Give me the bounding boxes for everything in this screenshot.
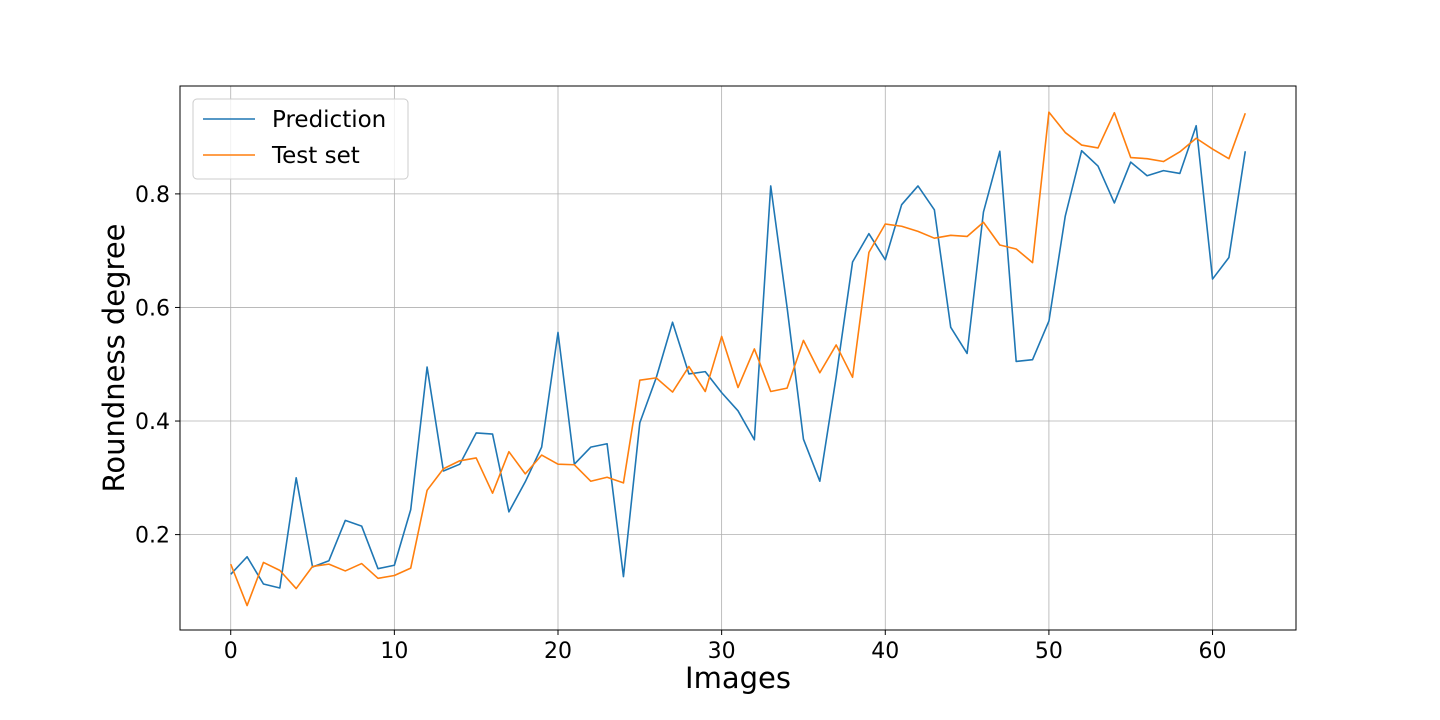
legend-label-test-set: Test set [271, 143, 360, 169]
plot-frame [179, 85, 1297, 631]
x-tick-label: 0 [224, 639, 238, 664]
x-tick-label: 40 [871, 639, 899, 664]
y-tick-label: 0.8 [135, 183, 170, 208]
x-tick-label: 20 [544, 639, 572, 664]
series-line-test-set [229, 111, 1247, 607]
series-layer [229, 111, 1247, 607]
x-tick-label: 50 [1035, 639, 1063, 664]
x-tick-label: 30 [708, 639, 736, 664]
y-tick-label: 0.6 [135, 296, 170, 321]
y-tick-label: 0.2 [135, 524, 170, 549]
x-tick-label: 60 [1199, 639, 1227, 664]
x-axis-ticks: 0 10 20 30 40 50 60 [224, 630, 1227, 664]
x-axis-label: Images [685, 661, 791, 695]
legend: Prediction Test set [192, 98, 409, 180]
series-line-prediction [230, 124, 1247, 589]
y-tick-label: 0.4 [135, 410, 170, 435]
y-axis-label: Roundness degree [97, 223, 131, 492]
x-tick-label: 10 [380, 639, 408, 664]
y-axis-ticks: 0.2 0.4 0.6 0.8 [135, 183, 180, 549]
legend-label-prediction: Prediction [272, 107, 386, 133]
